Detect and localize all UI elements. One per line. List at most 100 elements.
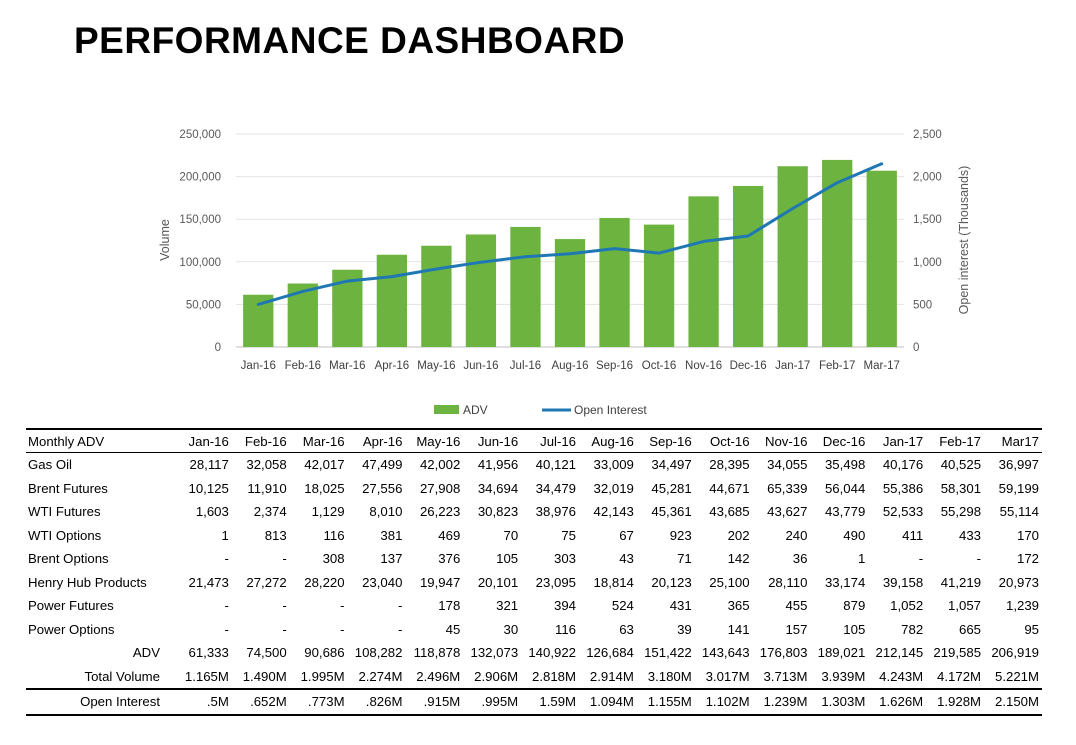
table-cell: 381 xyxy=(380,527,403,543)
table-cell: 43,627 xyxy=(767,504,808,520)
table-cell: 202 xyxy=(727,527,750,543)
table-cell: .773M xyxy=(289,688,348,716)
table-cell: 30 xyxy=(503,621,519,637)
table-cell: 3.713M xyxy=(763,668,808,684)
table-cell: 42,143 xyxy=(593,504,634,520)
table-cell: 2.914M xyxy=(589,668,634,684)
table-cell: 65,339 xyxy=(767,480,808,496)
table-row: Brent Futures 10,125 11,910 18,025 27,556 27,… xyxy=(26,477,1042,501)
table-cell: 140,922 xyxy=(528,645,577,661)
legend-adv-swatch xyxy=(434,405,459,414)
table-cell: 157 xyxy=(785,621,808,637)
table-cell: 3.180M xyxy=(647,668,692,684)
table-cell: 18,814 xyxy=(593,574,634,590)
table-cell: 170 xyxy=(1016,527,1039,543)
table-row: Open Interest .5M .652M .773M .826M .915M .995… xyxy=(26,688,1042,716)
table-cell: 39 xyxy=(677,621,692,637)
table-cell: 67 xyxy=(619,527,634,543)
table-cell: 45,361 xyxy=(651,504,692,520)
table-cell: 665 xyxy=(959,621,982,637)
table-cell: 90,686 xyxy=(304,645,345,661)
table-cell: .5M xyxy=(174,688,232,716)
table-cell: - xyxy=(282,598,287,614)
x-tick-label: Mar-16 xyxy=(329,360,365,372)
table-cell: 56,044 xyxy=(824,480,866,496)
row-label: Gas Oil xyxy=(28,457,72,473)
adv-bar xyxy=(732,185,764,347)
table-cell: 61,333 xyxy=(188,645,229,661)
table-cell: 105 xyxy=(496,551,519,567)
table-cell: 27,556 xyxy=(362,480,403,496)
x-tick-label: Oct-16 xyxy=(642,360,677,372)
table-cell: 1.094M xyxy=(579,688,637,716)
table-cell: 4.172M xyxy=(937,668,982,684)
table-cell: .915M xyxy=(405,688,464,716)
table-row: Gas Oil 28,117 32,058 42,017 47,499 42,002 41,… xyxy=(26,453,1042,477)
table-cell: 19,947 xyxy=(419,574,461,590)
table-cell: 1,052 xyxy=(890,598,924,614)
right-tick-label: 1,500 xyxy=(913,214,942,226)
table-row: WTI Options 1 813 116 381 469 70 75 67 923 202 240 4… xyxy=(26,524,1042,548)
x-tick-label: May-16 xyxy=(417,360,455,372)
table-cell: 40,176 xyxy=(882,457,924,473)
page-title: PERFORMANCE DASHBOARD xyxy=(74,20,626,61)
right-tick-label: 0 xyxy=(913,342,919,354)
table-cell: 43,779 xyxy=(824,504,866,520)
x-axis-labels: Jan-16 Feb-16 Mar-16 Apr-16 May-16 Jun-16 Jul-… xyxy=(241,360,900,372)
table-cell: 23,095 xyxy=(535,574,577,590)
table-cell: 116 xyxy=(554,621,577,637)
table-cell: 2.906M xyxy=(474,668,519,684)
table-cell: 116 xyxy=(323,527,345,543)
table-cell: 1.626M xyxy=(868,688,927,716)
table-cell: 1.995M xyxy=(300,668,345,684)
table-cell: 23,040 xyxy=(362,574,403,590)
table-cell: 36,997 xyxy=(998,457,1039,473)
table-cell: 813 xyxy=(264,527,287,543)
row-label: Brent Futures xyxy=(28,480,108,496)
table-cell: 74,500 xyxy=(246,645,287,661)
table-row: Power Options - - - - 45 30 116 63 39 141 157 105 782… xyxy=(26,618,1042,642)
table-cell: 34,694 xyxy=(477,480,519,496)
chart-legend: ADV Open Interest xyxy=(434,403,647,417)
table-cell: 1.928M xyxy=(926,688,985,716)
table-cell: 212,145 xyxy=(875,645,924,661)
table-cell: 321 xyxy=(496,598,519,614)
table-cell: 176,803 xyxy=(759,645,808,661)
left-tick-label: 100,000 xyxy=(179,257,221,269)
table-cell: 36 xyxy=(792,551,808,567)
table-cell: 433 xyxy=(959,527,982,543)
monthly-adv-table-container: Monthly ADV Jan-16 Feb-16 Mar-16 Apr-16 May-1… xyxy=(26,428,1042,716)
table-cell: 32,019 xyxy=(593,480,634,496)
table-cell: 25,100 xyxy=(709,574,750,590)
table-cell: 55,114 xyxy=(999,504,1039,520)
x-tick-label: Apr-16 xyxy=(375,360,410,372)
table-cell: 44,671 xyxy=(709,480,750,496)
table-cell: 308 xyxy=(322,551,345,567)
table-cell: 27,908 xyxy=(419,480,461,496)
table-cell: 28,110 xyxy=(768,574,808,590)
table-header-row: Monthly ADV Jan-16 Feb-16 Mar-16 Apr-16 May-1… xyxy=(26,428,1042,453)
table-cell: 1.155M xyxy=(636,688,695,716)
table-cell: 20,123 xyxy=(651,574,692,590)
table-cell: 178 xyxy=(438,598,461,614)
x-tick-label: Jul-16 xyxy=(510,360,541,372)
table-row: Total Volume 1.165M 1.490M 1.995M 2.274M 2.49… xyxy=(26,665,1042,690)
table-cell: 41,219 xyxy=(940,574,982,590)
x-tick-label: Sep-16 xyxy=(596,360,633,372)
table-header-month: Jun-16 xyxy=(463,428,522,453)
legend-open-interest-label: Open Interest xyxy=(574,403,647,417)
table-row: WTI Futures 1,603 2,374 1,129 8,010 26,223 30,… xyxy=(26,500,1042,524)
table-cell: - xyxy=(340,598,345,614)
right-tick-label: 2,500 xyxy=(913,129,942,141)
table-cell: - xyxy=(282,551,287,567)
table-header-month: Mar17 xyxy=(984,428,1042,453)
right-axis-ticks: 0 500 1,000 1,500 2,000 2,500 xyxy=(913,129,942,354)
table-cell: 42,017 xyxy=(304,457,345,473)
y-axis-label-right: Open interest (Thousands) xyxy=(957,166,971,315)
table-cell: 2.818M xyxy=(532,668,577,684)
table-cell: 34,479 xyxy=(535,480,577,496)
table-header-month: Oct-16 xyxy=(694,428,753,453)
x-tick-label: Aug-16 xyxy=(551,360,588,372)
table-cell: 1.59M xyxy=(521,688,580,716)
table-cell: 411 xyxy=(902,527,924,543)
